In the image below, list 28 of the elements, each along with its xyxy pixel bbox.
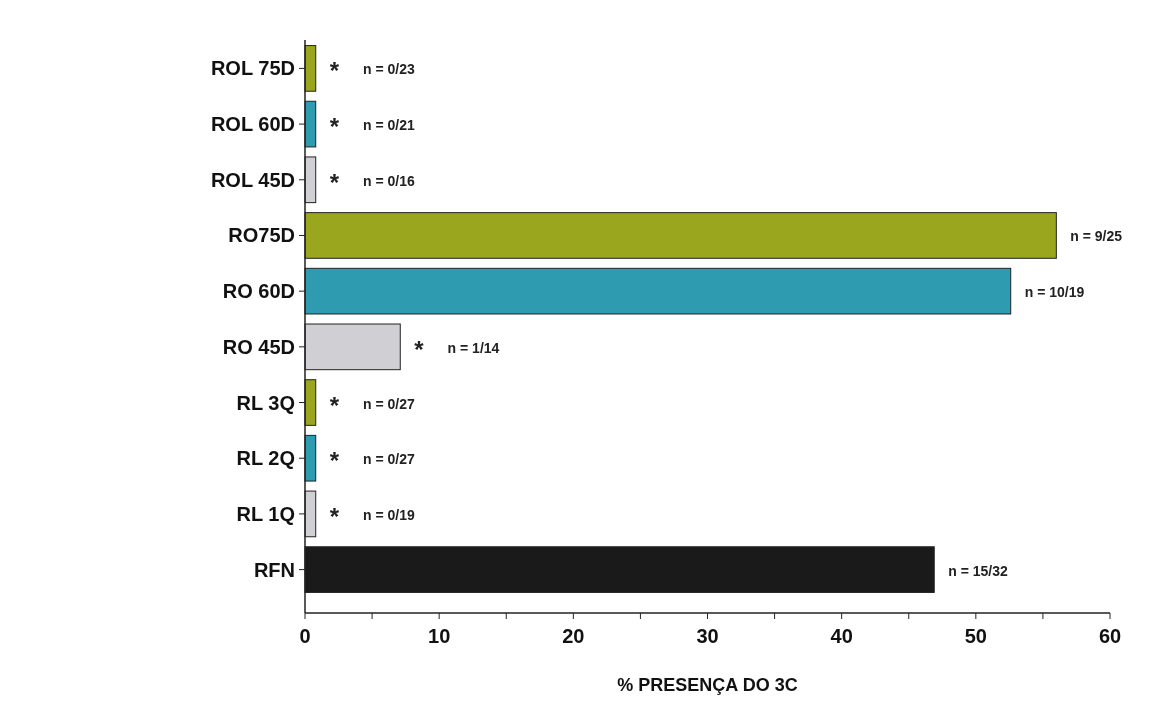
x-tick-label: 40 <box>830 625 853 647</box>
y-tick-label: RL 1Q <box>236 502 295 525</box>
data-label: * n = 0/27 <box>329 447 416 475</box>
y-tick-label: RL 2Q <box>236 447 295 470</box>
y-tick-label: ROL 45D <box>210 168 295 191</box>
data-label: n = 15/32 <box>948 562 1008 579</box>
data-label: n = 10/19 <box>1024 284 1085 301</box>
data-label: * n = 0/19 <box>329 502 416 530</box>
y-tick-label: RO 60D <box>222 280 295 303</box>
data-label: * n = 0/21 <box>329 113 416 141</box>
y-tick-label: ROL 60D <box>210 113 295 136</box>
y-tick-label: RFN <box>253 558 295 581</box>
data-label: * n = 1/14 <box>414 335 500 363</box>
data-label: n = 9/25 <box>1070 228 1123 245</box>
x-tick-label: 20 <box>562 625 585 647</box>
x-tick-label: 10 <box>428 625 451 647</box>
x-tick-label: 60 <box>1098 625 1122 647</box>
y-tick-label: ROL 75D <box>210 57 295 80</box>
y-tick-label: RO 45D <box>222 335 295 358</box>
x-axis-title: % PRESENÇA DO 3C <box>617 675 798 695</box>
data-label: * n = 0/16 <box>329 168 416 196</box>
x-tick-label: 0 <box>299 625 311 647</box>
x-tick-label: 30 <box>696 625 719 647</box>
y-tick-label: RO75D <box>228 224 295 247</box>
data-label: * n = 0/23 <box>329 57 416 85</box>
y-tick-label: RL 3Q <box>236 391 295 414</box>
x-tick-label: 50 <box>964 625 987 647</box>
data-label: * n = 0/27 <box>329 391 416 419</box>
